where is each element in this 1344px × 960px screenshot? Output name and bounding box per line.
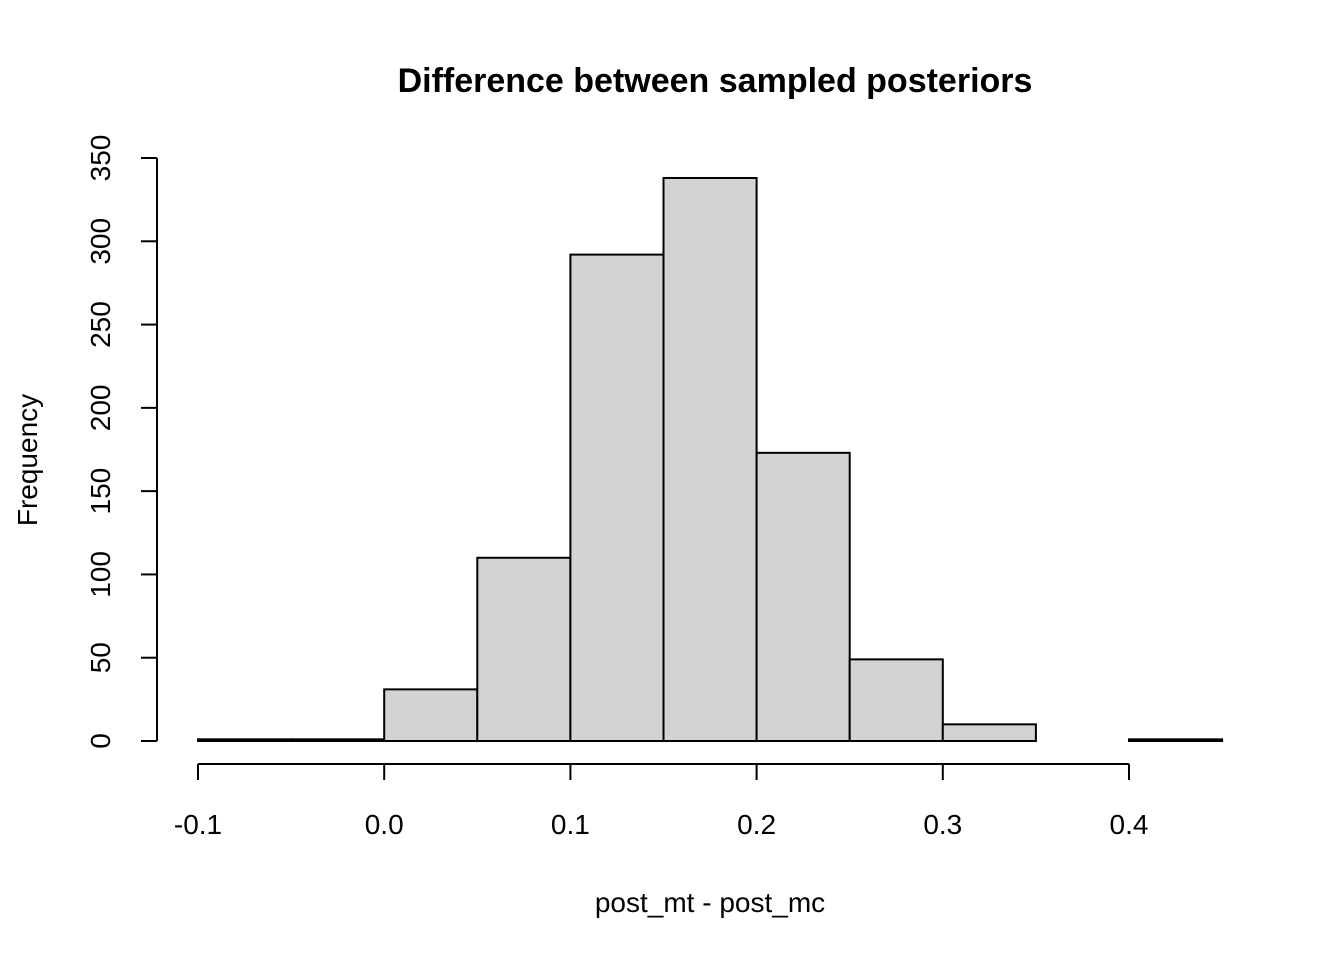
x-tick-label: 0.0 xyxy=(365,809,404,840)
histogram-bar xyxy=(941,723,1037,742)
y-axis: 0 50 100 150 200 250 300 350 xyxy=(85,135,158,749)
histogram-bar xyxy=(848,658,944,743)
y-tick-label: 300 xyxy=(85,218,116,265)
histogram-bar xyxy=(476,556,572,742)
histogram-bar xyxy=(383,688,479,742)
histogram-bar xyxy=(569,253,665,743)
histogram-bar xyxy=(662,176,758,742)
x-tick-label: -0.1 xyxy=(174,809,222,840)
x-tick-label: 0.3 xyxy=(923,809,962,840)
x-tick-label: 0.1 xyxy=(551,809,590,840)
histogram-bar xyxy=(755,451,851,742)
x-tick-label: 0.2 xyxy=(737,809,776,840)
y-tick-label: 150 xyxy=(85,468,116,515)
y-tick-label: 100 xyxy=(85,551,116,598)
x-axis-label: post_mt - post_mc xyxy=(595,887,825,918)
chart-title: Difference between sampled posteriors xyxy=(398,62,1033,100)
y-tick-label: 50 xyxy=(85,642,116,673)
histogram-bar xyxy=(197,738,293,743)
y-axis-label: Frequency xyxy=(12,394,43,526)
x-axis: -0.1 0.0 0.1 0.2 0.3 0.4 xyxy=(174,763,1149,840)
y-tick-label: 350 xyxy=(85,135,116,182)
y-tick-label: 0 xyxy=(85,733,116,749)
bars-group xyxy=(197,176,1224,743)
x-tick-label: 0.4 xyxy=(1110,809,1149,840)
histogram-bar xyxy=(1128,738,1224,743)
y-tick-label: 200 xyxy=(85,384,116,431)
y-tick-label: 250 xyxy=(85,301,116,348)
histogram-bar xyxy=(290,738,386,743)
